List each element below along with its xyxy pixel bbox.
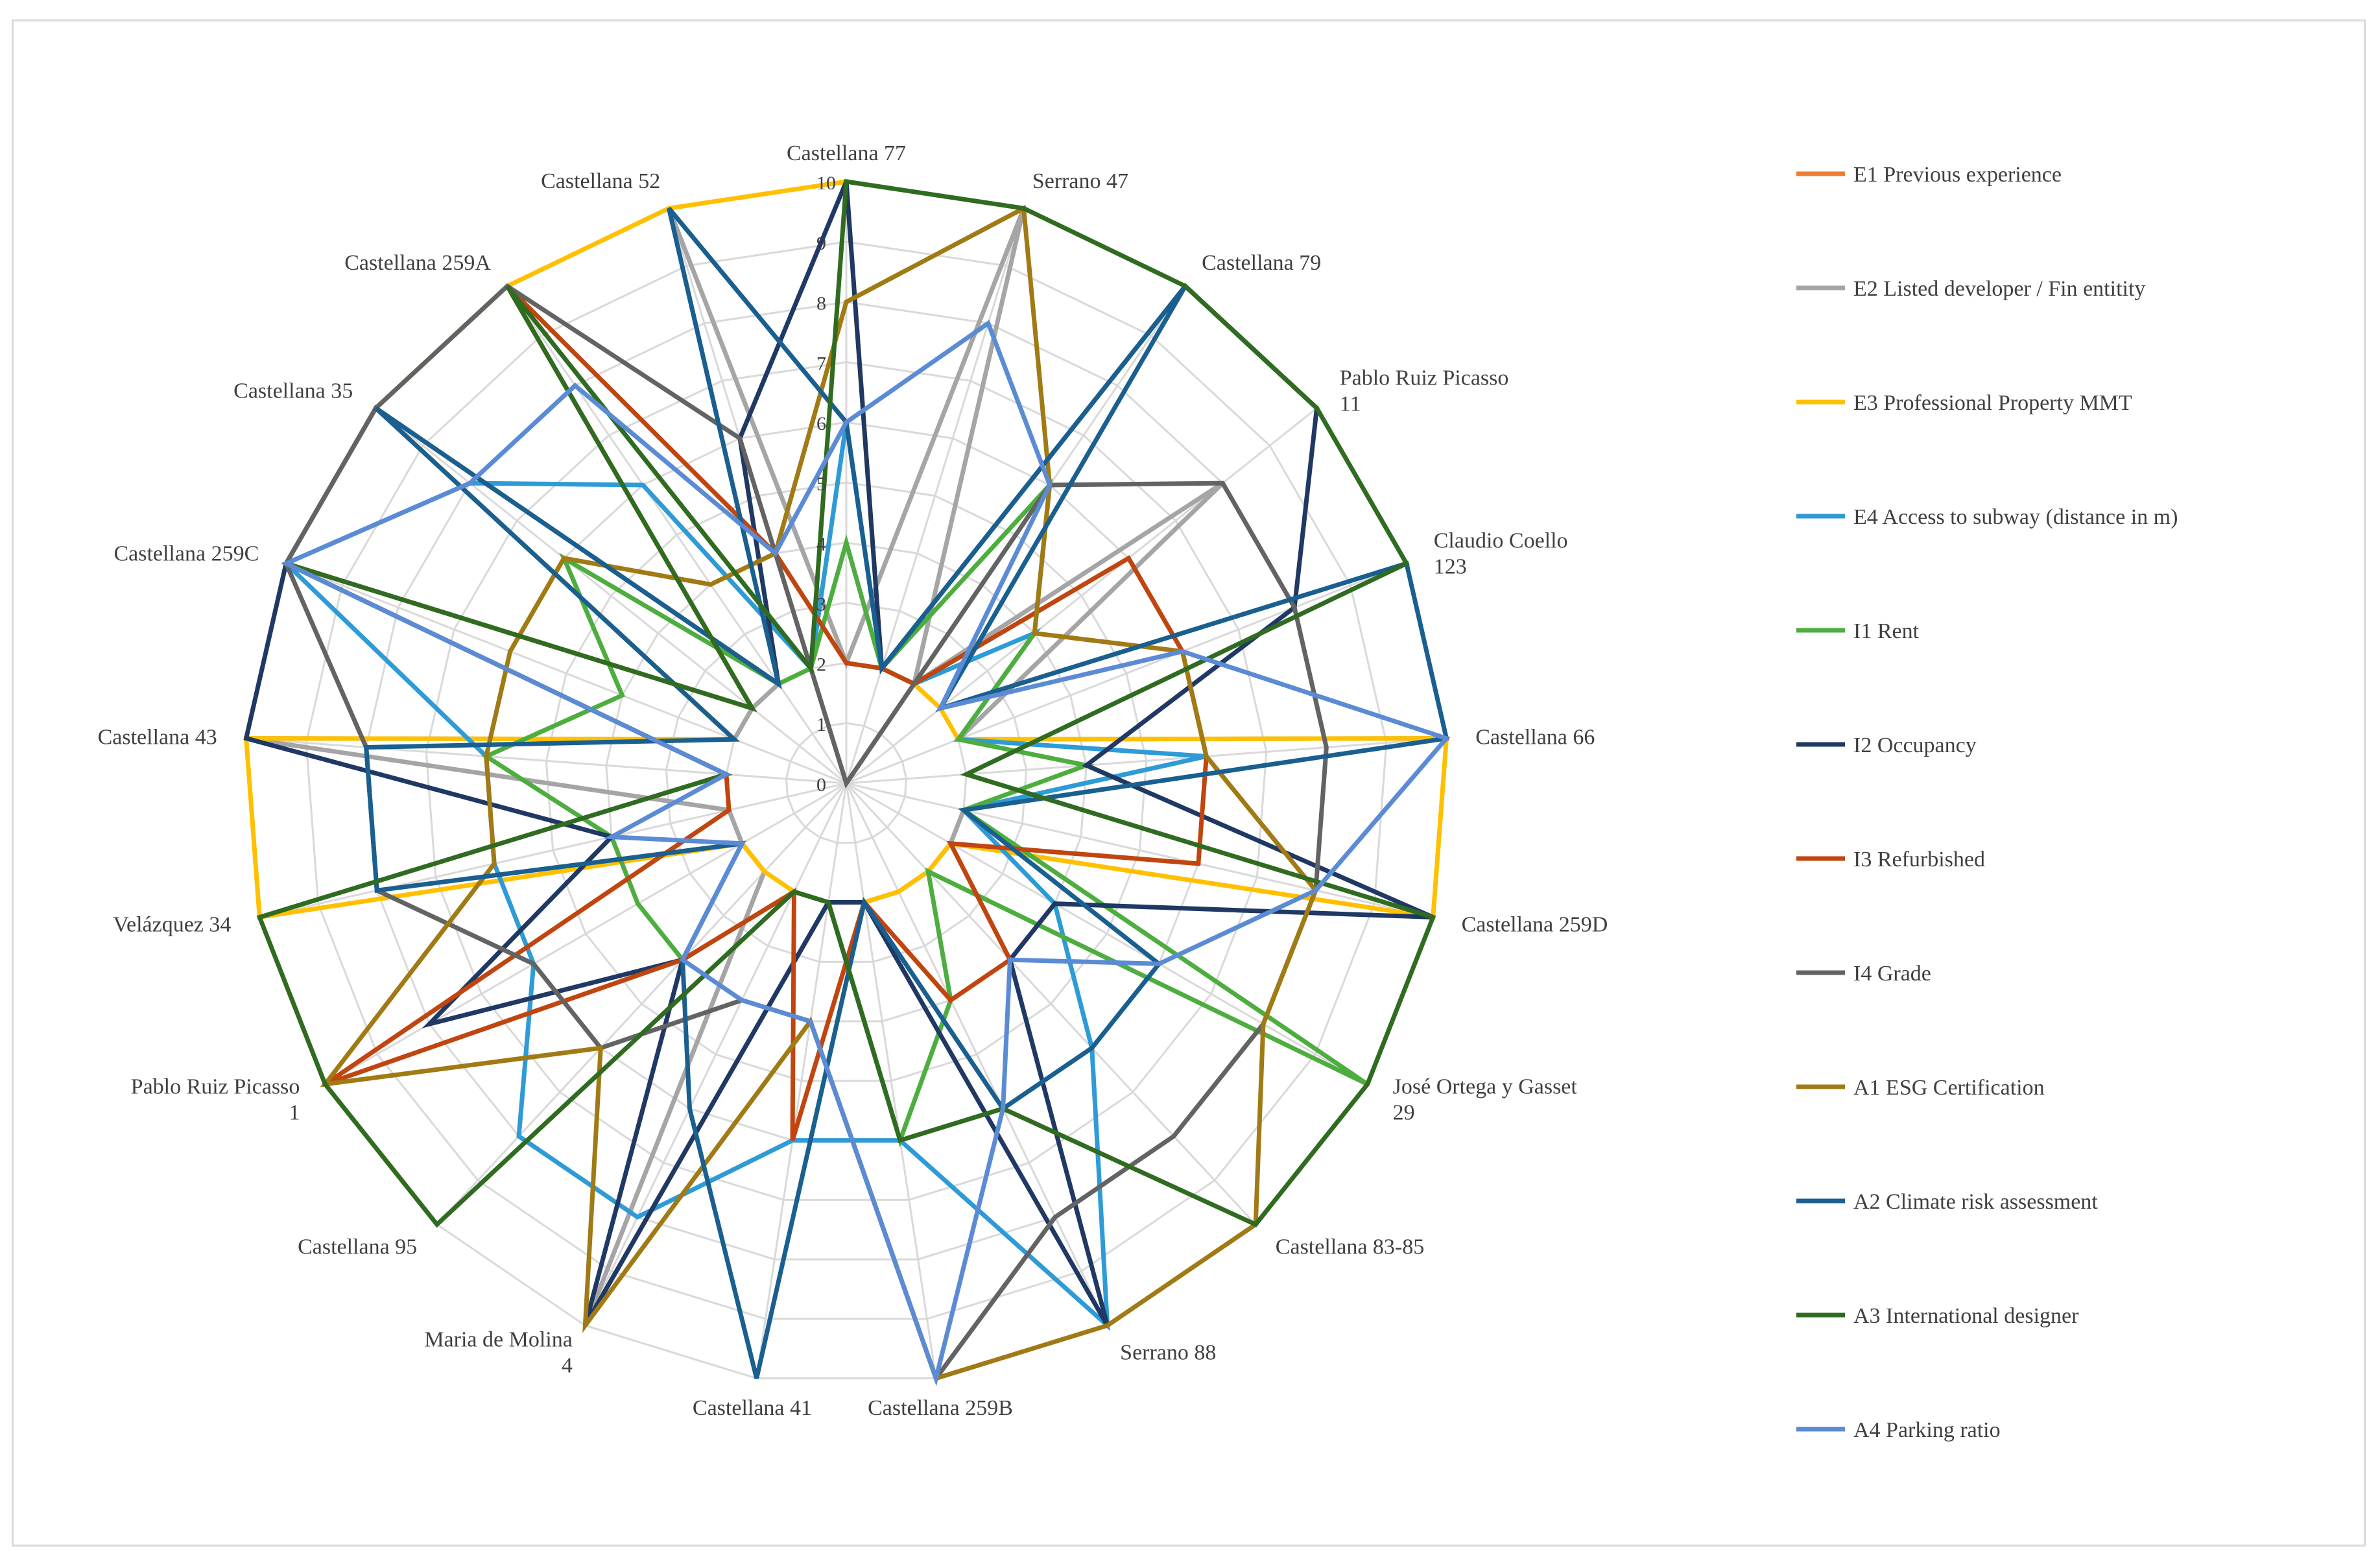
grid-spoke [846, 737, 1447, 785]
grid-spoke [846, 782, 1368, 1086]
legend-label: I1 Rent [1853, 619, 1920, 643]
category-label: Castellana 66 [1475, 725, 1595, 749]
category-label: Castellana 259A [344, 251, 491, 275]
grid-ring [605, 541, 1088, 1023]
tick-label: 5 [816, 473, 826, 495]
tick-label: 1 [816, 714, 826, 735]
grid-ring [545, 481, 1148, 1082]
category-label: Pablo Ruiz Picasso [131, 1075, 300, 1099]
category-label: Castellana 43 [98, 725, 217, 749]
category-label: 4 [562, 1354, 573, 1378]
category-label: Serrano 47 [1032, 169, 1128, 193]
grid-spoke [845, 782, 1257, 1226]
category-label: Castellana 77 [787, 141, 906, 165]
category-label: Castellana 79 [1202, 251, 1321, 275]
legend-label: A2 Climate risk assessment [1853, 1190, 2098, 1214]
category-label: Serrano 88 [1120, 1341, 1216, 1365]
grid-spoke [259, 782, 847, 918]
legend-label: A4 Parking ratio [1853, 1418, 2001, 1442]
series-line [280, 320, 1451, 1386]
legend-label: A3 International designer [1853, 1304, 2079, 1328]
grid-ring [785, 722, 908, 844]
series-line [256, 178, 1436, 1228]
grid-spoke [246, 737, 847, 785]
grid-ring [305, 241, 1388, 1320]
category-label: Claudio Coello [1434, 529, 1568, 553]
tick-label: 8 [816, 293, 826, 314]
grid-spoke [375, 407, 847, 785]
legend-label: A1 ESG Certification [1853, 1076, 2045, 1100]
grid-spoke [285, 562, 847, 785]
category-label: Castellana 259D [1462, 913, 1608, 937]
grid-ring [425, 361, 1268, 1201]
category-label: 123 [1434, 555, 1467, 579]
legend-label: E1 Previous experience [1853, 163, 2062, 187]
grid-spoke [846, 407, 1318, 785]
legend-label: E3 Professional Property MMT [1853, 391, 2132, 415]
series-line [281, 421, 1207, 1331]
grid-spoke [846, 562, 1407, 785]
grid-spoke [846, 782, 1434, 918]
category-label: Castellana 52 [541, 169, 660, 193]
legend-label: I3 Refurbished [1853, 848, 1985, 872]
tick-label: 7 [816, 353, 826, 374]
legend-label: E2 Listed developer / Fin entitity [1853, 277, 2145, 301]
category-label: Castellana 35 [233, 379, 353, 403]
category-label: Velázquez 34 [113, 913, 231, 937]
grid-spoke [506, 285, 848, 784]
tick-label: 0 [816, 774, 826, 796]
category-label: Castellana 95 [298, 1235, 417, 1259]
tick-label: 2 [816, 654, 826, 675]
grid-spoke [324, 782, 847, 1086]
tick-label: 9 [816, 233, 826, 254]
grid-spoke [845, 783, 937, 1379]
category-label: Castellana 83-85 [1276, 1235, 1424, 1259]
category-label: Castellana 41 [693, 1396, 812, 1420]
category-label: Castellana 259C [113, 542, 259, 566]
tick-label: 3 [816, 594, 826, 615]
grid-spoke [436, 782, 848, 1226]
category-label: José Ortega y Gasset [1393, 1075, 1578, 1099]
category-label: 1 [289, 1101, 300, 1125]
tick-label: 4 [816, 534, 826, 555]
legend-label: E4 Access to subway (distance in m) [1853, 505, 2178, 529]
category-label: Maria de Molina [424, 1328, 573, 1352]
grid-spoke [584, 783, 848, 1326]
tick-label: 10 [816, 172, 836, 194]
legend-label: I4 Grade [1853, 962, 1931, 986]
grid-spoke [845, 783, 1108, 1326]
grid-spoke [756, 783, 848, 1379]
category-label: Castellana 259B [868, 1396, 1013, 1420]
legend-label: I2 Occupancy [1853, 733, 1977, 757]
category-label: 29 [1393, 1101, 1415, 1125]
tick-label: 6 [816, 413, 826, 434]
grid-spoke [845, 208, 1025, 784]
category-label: 11 [1340, 392, 1361, 416]
category-label: Pablo Ruiz Picasso [1340, 366, 1509, 390]
series-line [363, 206, 1449, 1379]
